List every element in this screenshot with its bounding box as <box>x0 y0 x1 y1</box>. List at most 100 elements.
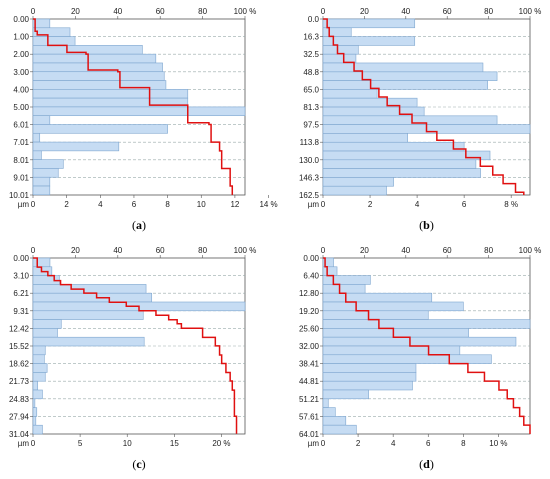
bar <box>32 354 45 364</box>
bar <box>32 372 46 382</box>
y-tick-label: 9.01 <box>13 173 29 182</box>
panel-label: (c) <box>132 457 145 471</box>
bar <box>322 354 492 364</box>
bar <box>32 132 41 143</box>
y-tick-label: 1.00 <box>13 33 29 42</box>
bar <box>322 284 366 294</box>
bar <box>32 310 144 320</box>
x-tick-label: 8 <box>165 200 170 209</box>
top-tick-label: 100 % <box>234 246 257 255</box>
y-tick-label: 15.52 <box>9 342 30 351</box>
x-tick-label: 8 % <box>504 200 518 209</box>
y-tick-label: 31.04 <box>9 430 30 439</box>
cumulative-line <box>323 18 525 195</box>
bar <box>322 328 469 338</box>
y-tick-label: 57.61 <box>299 412 320 421</box>
y-tick-label: 81.3 <box>303 103 319 112</box>
y-tick-label: 113.8 <box>300 138 320 147</box>
x-tick-label: 10 <box>123 439 132 448</box>
chart-panel-d: 0.00 6.40 12.80 19.20 25.60 32.00 38.41 44.81 51… <box>299 246 541 471</box>
top-tick-label: 20 <box>71 7 80 16</box>
y-tick-label: 130.0 <box>299 156 320 165</box>
x-tick-label: 6 <box>426 439 431 448</box>
top-tick-label: 60 <box>156 246 165 255</box>
y-tick-label: 97.5 <box>303 121 319 130</box>
x-tick-label: 15 <box>170 439 179 448</box>
bar <box>32 150 42 160</box>
y-tick-label: 6.40 <box>303 272 319 281</box>
chart-panel-b: 0.0 16.3 32.5 48.8 65.0 81.3 97.5 113.8 130.0 146… <box>299 7 541 232</box>
bar <box>322 36 416 46</box>
x-tick-label: 10 <box>197 200 206 209</box>
y-tick-label: 4.00 <box>13 85 29 94</box>
bar <box>322 416 347 426</box>
top-tick-label: 0 <box>31 7 36 16</box>
top-tick-label: 0 <box>321 246 326 255</box>
bar <box>32 424 43 435</box>
y-tick-label: 12.42 <box>9 324 30 333</box>
top-tick-label: 100 % <box>519 7 542 16</box>
bar <box>32 319 62 329</box>
y-tick-label: 27.94 <box>9 412 30 421</box>
y-tick-label: 19.20 <box>299 307 320 316</box>
x-tick-label: 6 <box>462 200 467 209</box>
top-tick-label: 60 <box>156 7 165 16</box>
bar <box>322 133 408 143</box>
y-tick-label: 18.62 <box>9 360 30 369</box>
top-tick-label: 60 <box>443 246 452 255</box>
y-tick-label: 0.00 <box>13 15 29 24</box>
y-tick-label: 9.31 <box>13 307 29 316</box>
bar <box>322 27 352 37</box>
y-tick-label: 2.00 <box>13 50 29 59</box>
chart-panel-c: 0.00 3.10 6.21 9.31 12.42 15.52 18.62 21.73 24.8… <box>9 246 256 471</box>
bar <box>322 310 429 320</box>
bar <box>322 185 387 196</box>
x-tick-label: 8 <box>461 439 466 448</box>
chart-panel-a: 0.00 1.00 2.00 3.00 4.00 5.00 6.01 7.01 8.01 9.01… <box>9 7 278 232</box>
y-tick-label: 16.3 <box>303 33 319 42</box>
x-tick-label: 10 % <box>489 439 507 448</box>
top-tick-label: 40 <box>113 7 122 16</box>
bar <box>32 53 157 64</box>
cumulative-line <box>33 18 234 195</box>
x-tick-label: 4 <box>415 200 420 209</box>
bar <box>322 336 517 347</box>
top-tick-label: 40 <box>401 7 410 16</box>
y-tick-label: 48.8 <box>303 68 319 77</box>
unit-label: µm <box>308 200 320 209</box>
bar <box>32 336 145 347</box>
bar <box>322 380 413 391</box>
bar <box>32 363 48 373</box>
x-tick-label: 4 <box>391 439 396 448</box>
cumulative-line <box>33 257 238 434</box>
top-tick-label: 100 % <box>234 7 257 16</box>
x-tick-label: 6 <box>132 200 137 209</box>
bar <box>322 363 417 373</box>
y-tick-label: 32.5 <box>303 50 319 59</box>
bar <box>32 407 38 417</box>
y-tick-label: 3.00 <box>13 68 29 77</box>
bar <box>322 292 433 303</box>
bar <box>32 257 51 268</box>
bar <box>322 80 488 90</box>
bar <box>322 168 481 178</box>
bar <box>32 141 120 152</box>
bar <box>32 416 37 426</box>
unit-label: µm <box>18 439 30 448</box>
bar <box>322 407 336 417</box>
bar <box>32 71 165 81</box>
y-tick-label: 10.01 <box>9 191 30 200</box>
unit-label: µm <box>18 200 30 209</box>
x-tick-label: 5 <box>78 439 83 448</box>
bar <box>32 185 51 196</box>
top-tick-label: 40 <box>401 246 410 255</box>
y-tick-label: 21.73 <box>9 377 30 386</box>
y-tick-label: 38.41 <box>299 360 320 369</box>
top-tick-label: 0 <box>321 7 326 16</box>
bar <box>32 292 153 303</box>
x-tick-label: 2 <box>64 200 69 209</box>
top-tick-label: 40 <box>113 246 122 255</box>
top-tick-label: 100 % <box>519 246 542 255</box>
bar <box>322 115 498 125</box>
